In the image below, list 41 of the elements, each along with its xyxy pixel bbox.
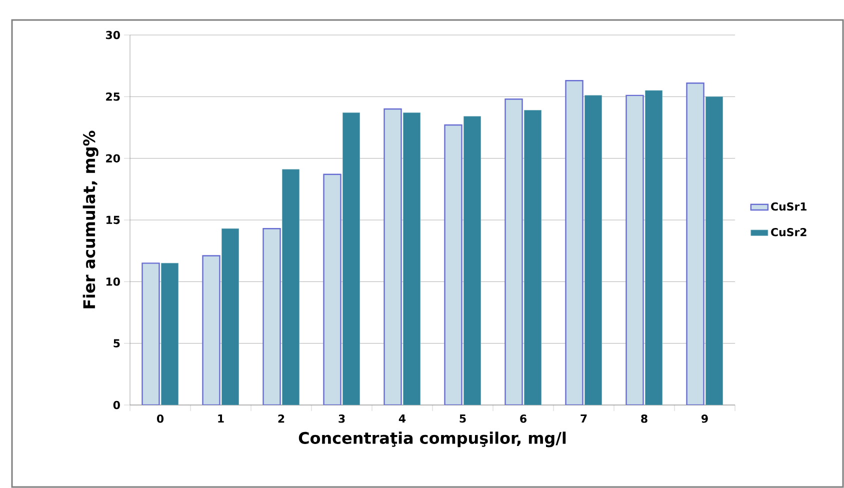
bar [161, 262, 178, 405]
bar [464, 116, 481, 405]
y-tick-label: 25 [106, 92, 120, 101]
y-tick-label: 5 [114, 339, 120, 348]
x-tick-label: 9 [702, 414, 708, 423]
x-tick-label: 7 [580, 414, 587, 423]
y-tick-label: 20 [106, 154, 120, 162]
bar [142, 262, 160, 405]
bar [282, 169, 300, 405]
bar [626, 94, 644, 405]
bar [202, 255, 220, 405]
x-tick-label: 5 [460, 414, 466, 423]
x-tick-label: 6 [520, 414, 526, 423]
bar [645, 90, 662, 405]
bar [584, 95, 602, 405]
bar [686, 82, 704, 405]
x-tick-label: 3 [338, 414, 345, 423]
y-tick-label: 30 [106, 30, 120, 40]
y-axis-title: Fier acumulat, mg% [82, 130, 98, 308]
y-tick-label: 0 [113, 400, 120, 410]
legend-label: CuSr1 [771, 202, 806, 211]
x-axis-title: Concentraţia compuşilor, mg/l [298, 432, 566, 448]
bar [323, 174, 342, 405]
x-tick-label: 8 [641, 414, 648, 423]
y-tick-label: 15 [106, 216, 120, 224]
bar [342, 112, 360, 405]
x-tick-label: 2 [278, 414, 284, 423]
bar [565, 80, 584, 405]
x-tick-label: 1 [218, 414, 224, 423]
bar [262, 228, 281, 405]
bar [403, 112, 420, 405]
bar [384, 108, 402, 405]
x-tick-label: 0 [156, 414, 164, 423]
bar [504, 98, 523, 405]
bar [444, 124, 462, 405]
bar [524, 110, 542, 405]
y-tick-label: 10 [106, 278, 120, 286]
bar [706, 96, 723, 405]
bar [222, 228, 239, 405]
x-tick-label: 4 [398, 414, 406, 423]
legend-label: CuSr2 [771, 228, 806, 236]
